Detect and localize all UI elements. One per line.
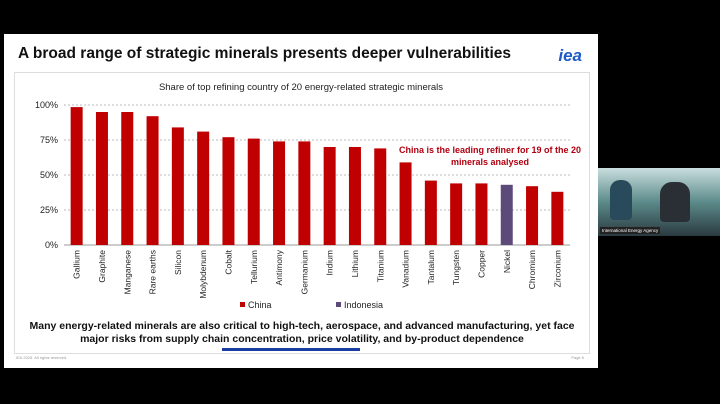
chart-panel xyxy=(14,72,590,354)
x-tick-label: Antimony xyxy=(274,249,284,285)
x-tick-label: Silicon xyxy=(173,250,183,275)
bar-germanium xyxy=(298,141,311,245)
bar-silicon xyxy=(171,127,184,245)
x-tick-label: Zirconium xyxy=(552,250,562,287)
y-tick-label: 100% xyxy=(35,100,58,110)
legend-label: China xyxy=(248,300,272,310)
x-tick-label: Manganese xyxy=(122,250,132,295)
bar-chromium xyxy=(526,186,539,245)
x-tick-label: Lithium xyxy=(350,250,360,277)
x-tick-label: Gallium xyxy=(72,250,82,279)
x-tick-label: Titanium xyxy=(375,250,385,282)
bar-vanadium xyxy=(399,162,412,245)
x-tick-label: Rare earths xyxy=(148,250,158,294)
participant xyxy=(660,182,690,222)
participant xyxy=(610,180,632,220)
video-thumbnail[interactable]: International Energy Agency xyxy=(598,168,720,236)
slide-title: A broad range of strategic minerals pres… xyxy=(18,45,512,62)
x-tick-label: Molybdenum xyxy=(198,250,208,299)
x-tick-label: Tellurium xyxy=(249,250,259,284)
x-tick-label: Nickel xyxy=(502,250,512,273)
x-tick-label: Germanium xyxy=(299,250,309,294)
bar-chart: 0% 25% 50% 75% 100% Gallium Graphite Manganese R… xyxy=(35,100,570,310)
legend-swatch xyxy=(336,302,341,307)
legend-label: Indonesia xyxy=(344,300,383,310)
copyright: IEA 2025. All rights reserved. xyxy=(16,355,68,360)
x-tick-label: Tantalum xyxy=(426,250,436,285)
slide: A broad range of strategic minerals pres… xyxy=(4,34,598,368)
y-tick-label: 0% xyxy=(45,240,58,250)
x-tick-label: Tungsten xyxy=(451,250,461,285)
bar-graphite xyxy=(95,112,108,245)
bar-tellurium xyxy=(247,138,260,245)
bar-rare-earths xyxy=(146,116,159,245)
y-tick-label: 50% xyxy=(40,170,58,180)
iea-logo: iea xyxy=(558,46,582,65)
legend-swatch xyxy=(240,302,245,307)
chart-annotation: China is the leading refiner for 19 of t… xyxy=(398,145,582,167)
page-number: Page 6 xyxy=(571,355,584,360)
x-tick-label: Vanadium xyxy=(401,250,411,288)
bar-lithium xyxy=(348,147,361,245)
bar-nickel xyxy=(500,184,513,245)
x-tick-label: Graphite xyxy=(97,250,107,283)
bar-cobalt xyxy=(222,137,235,245)
y-tick-label: 25% xyxy=(40,205,58,215)
chart-title: Share of top refining country of 20 ener… xyxy=(158,82,444,93)
x-tick-label: Indium xyxy=(325,250,335,276)
bar-indium xyxy=(323,147,336,245)
bar-tungsten xyxy=(450,183,463,245)
bar-manganese xyxy=(121,112,134,245)
bar-tantalum xyxy=(424,180,437,245)
video-label: International Energy Agency xyxy=(600,227,661,234)
bar-zirconium xyxy=(551,191,564,245)
bar-copper xyxy=(475,183,488,245)
bar-antimony xyxy=(273,141,286,245)
x-tick-label: Copper xyxy=(476,250,486,278)
bar-molybdenum xyxy=(197,131,210,245)
y-tick-label: 75% xyxy=(40,135,58,145)
x-tick-label: Cobalt xyxy=(223,249,233,274)
x-tick-label: Chromium xyxy=(527,250,537,289)
slide-caption: Many energy-related minerals are also cr… xyxy=(29,320,575,345)
bar-titanium xyxy=(374,148,387,245)
accent-bar xyxy=(222,348,360,351)
bar-gallium xyxy=(70,107,83,245)
